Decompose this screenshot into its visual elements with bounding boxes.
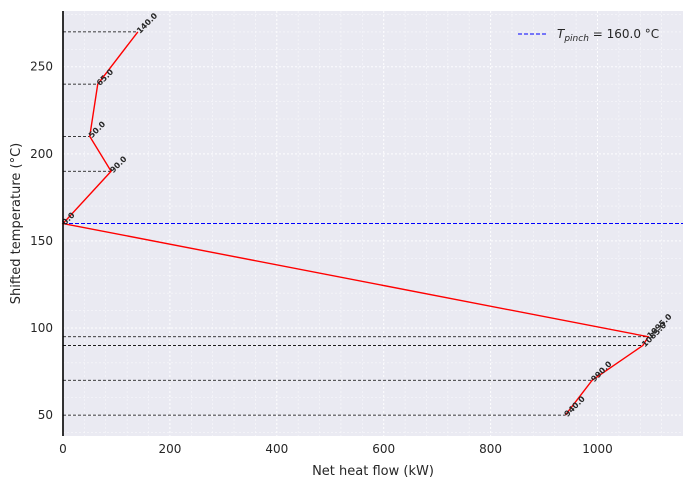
x-tick-labels: 0 200 400 600 800 1000: [59, 442, 613, 456]
legend-symbol: T: [557, 27, 566, 41]
x-tick-label: 600: [372, 442, 395, 456]
legend-label: Tpinch = 160.0 °C: [557, 27, 659, 44]
legend-value: = 160.0 °C: [589, 27, 659, 41]
legend-subscript: pinch: [563, 34, 589, 44]
legend: Tpinch = 160.0 °C: [518, 27, 659, 44]
y-tick-labels: 50 100 150 200 250: [30, 60, 53, 422]
y-axis-title: Shifted temperature (°C): [9, 143, 24, 305]
x-tick-label: 800: [479, 442, 502, 456]
x-tick-label: 0: [59, 442, 67, 456]
y-tick-label: 200: [30, 147, 53, 161]
y-tick-label: 50: [38, 408, 53, 422]
x-tick-label: 200: [158, 442, 181, 456]
y-tick-label: 250: [30, 60, 53, 74]
x-tick-label: 400: [265, 442, 288, 456]
y-tick-label: 150: [30, 234, 53, 248]
x-tick-label: 1000: [582, 442, 613, 456]
x-axis-title: Net heat flow (kW): [312, 464, 434, 479]
temperature-interval-lines: [63, 31, 649, 416]
y-tick-label: 100: [30, 321, 53, 335]
